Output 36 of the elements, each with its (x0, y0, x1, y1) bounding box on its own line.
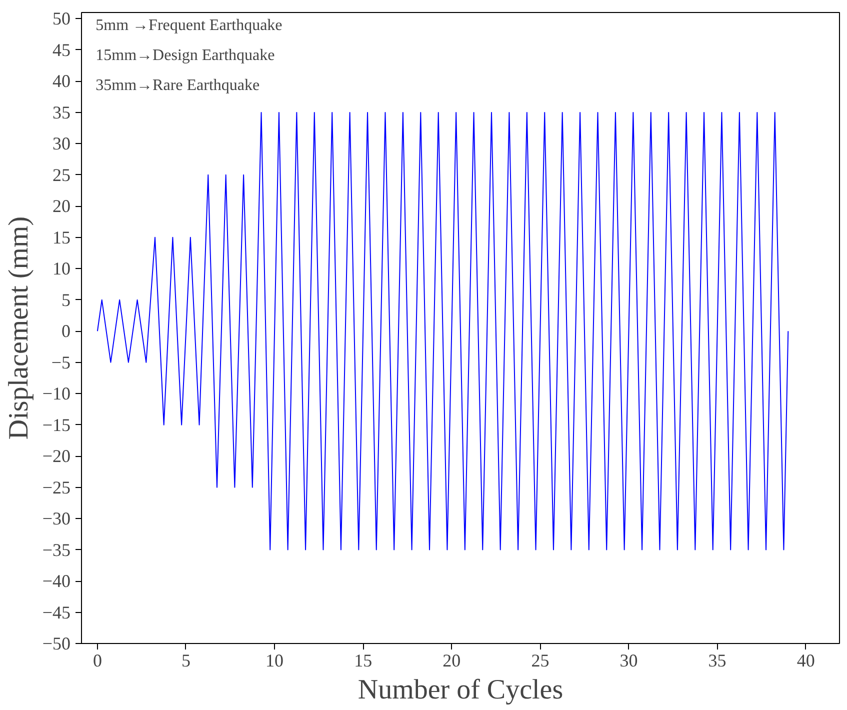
x-tick-label: 20 (442, 650, 461, 670)
x-tick-label: 5 (181, 650, 190, 670)
y-tick-label: 20 (52, 196, 70, 216)
annotation: 15mm→Design Earthquake (96, 46, 275, 64)
y-tick-label: −5 (51, 352, 71, 372)
x-tick-label: 40 (796, 650, 815, 670)
y-tick-label: 35 (52, 102, 70, 122)
y-tick-label: −25 (42, 477, 71, 498)
y-tick-label: 0 (62, 321, 70, 342)
y-tick-label: −40 (42, 571, 71, 592)
line-series (96, 112, 789, 550)
y-tick-label: −30 (42, 508, 71, 529)
y-axis-title: Displacement (mm) (3, 216, 34, 440)
y-tick-label: 30 (52, 134, 70, 154)
y-tick-label: −50 (42, 634, 71, 654)
y-tick-label: 15 (52, 227, 70, 248)
y-tick-label: 50 (52, 8, 70, 29)
annotation: 5mm →Frequent Earthquake (96, 16, 282, 34)
y-tick-label: 45 (52, 40, 70, 60)
y-tick-label: −35 (42, 540, 71, 560)
y-tick-label: −20 (42, 446, 71, 466)
annotation: 35mm→Rare Earthquake (96, 76, 260, 94)
x-tick-label: 30 (620, 650, 638, 670)
y-tick-label: 25 (52, 164, 70, 185)
y-tick-label: −15 (42, 414, 71, 435)
x-tick-label: 0 (92, 650, 102, 670)
x-tick-label: 35 (708, 650, 726, 670)
x-tick-label: 10 (266, 650, 284, 670)
y-tick-label: 40 (52, 71, 70, 92)
x-axis-title: Number of Cycles (358, 674, 564, 706)
y-tick-label: 10 (52, 258, 70, 279)
y-tick-label: −10 (42, 384, 71, 404)
y-tick-label: −45 (42, 602, 71, 622)
y-tick-label: 5 (62, 290, 70, 310)
x-tick-label: 15 (354, 650, 372, 670)
x-tick-label: 25 (531, 650, 550, 670)
